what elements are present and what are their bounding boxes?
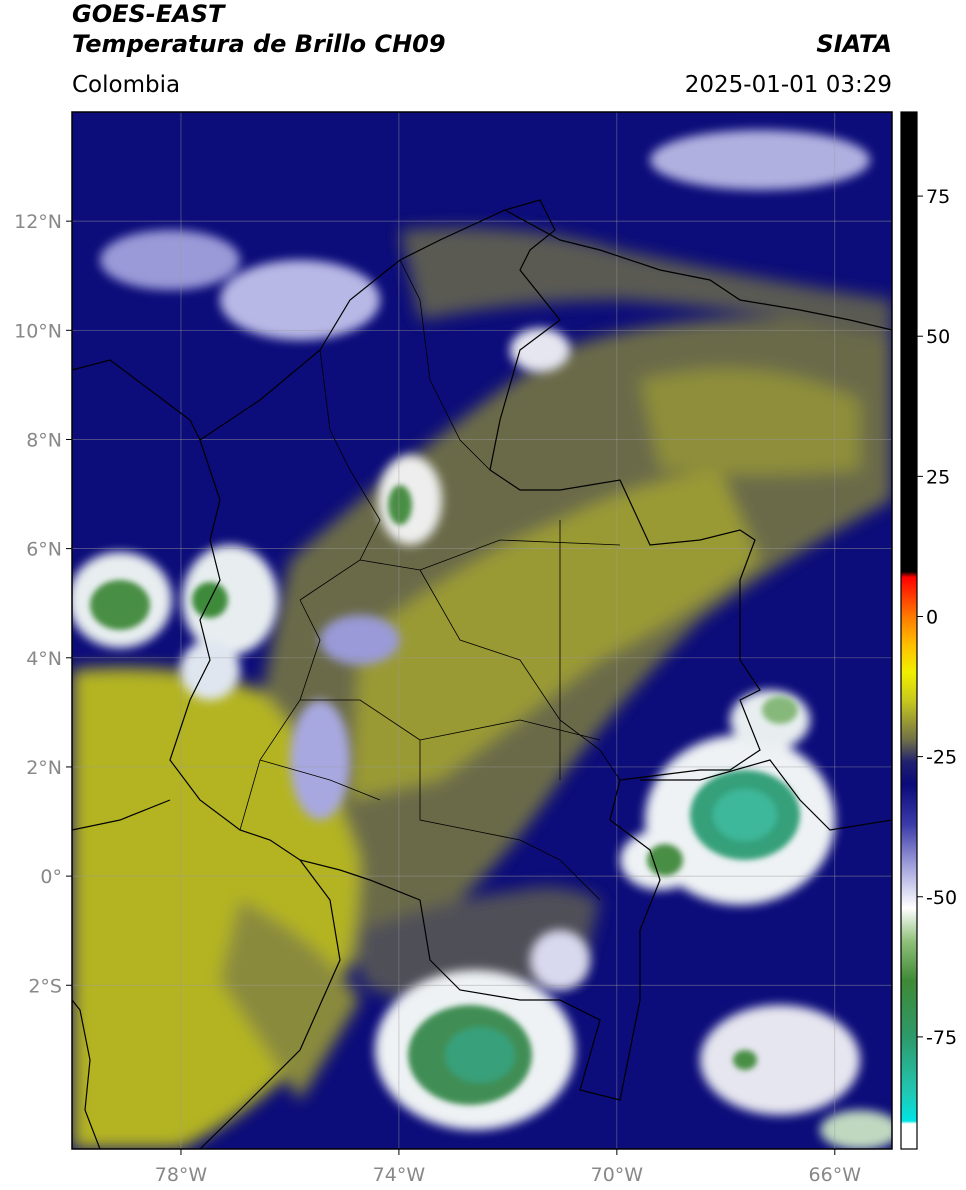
lon-tick-label: 70°W [591, 1164, 644, 1186]
ecuador-peru-border [72, 799, 341, 1149]
lat-axis: 12°N 10°N 8°N 6°N 4°N 2°N 0° 2°S [14, 211, 72, 997]
venezuela-coast [504, 209, 892, 331]
ecuador-coast [72, 999, 101, 1149]
lat-tick-label: 2°N [26, 757, 62, 779]
lat-tick-label: 8°N [26, 429, 62, 451]
lat-tick-label: 10°N [14, 320, 62, 342]
map-frame [71, 111, 893, 1150]
colorbar-tick-label: -50 [926, 887, 957, 909]
lon-tick-label: 74°W [373, 1164, 426, 1186]
lon-axis: 78°W 74°W 70°W 66°W [155, 1149, 861, 1186]
boundaries [72, 199, 892, 1149]
colorbar-tick-label: 0 [926, 606, 938, 628]
lat-tick-label: 4°N [26, 648, 62, 670]
colombia-border [169, 199, 761, 1101]
colorbar-tick-label: -25 [926, 747, 957, 769]
gridlines [72, 112, 892, 1149]
lat-tick-label: 0° [40, 866, 62, 888]
imagery-layer [72, 112, 892, 1149]
lat-tick-label: 2°S [28, 975, 62, 997]
datetime-label: 2025-01-01 03:29 [684, 72, 892, 98]
lon-tick-label: 66°W [809, 1164, 862, 1186]
lat-tick-label: 6°N [26, 539, 62, 561]
colorbar: 75 50 25 0 -25 -50 -75 [900, 111, 957, 1150]
title-line-2: Temperatura de Brillo CH09 [72, 30, 446, 58]
panama-coast [72, 359, 201, 441]
lat-tick-label: 12°N [14, 211, 62, 233]
brazil-border [640, 759, 892, 831]
region-label: Colombia [72, 72, 181, 98]
agency-label: SIATA [816, 30, 892, 58]
colorbar-tick-label: 50 [926, 326, 950, 348]
colorbar-tick-label: 25 [926, 466, 950, 488]
internal-divisions [239, 259, 621, 901]
lon-tick-label: 78°W [155, 1164, 208, 1186]
colorbar-gradient [900, 111, 918, 1150]
colorbar-tick-label: 75 [926, 186, 950, 208]
title-line-1: GOES-EAST [72, 0, 225, 28]
colorbar-tick-label: -75 [926, 1027, 957, 1049]
